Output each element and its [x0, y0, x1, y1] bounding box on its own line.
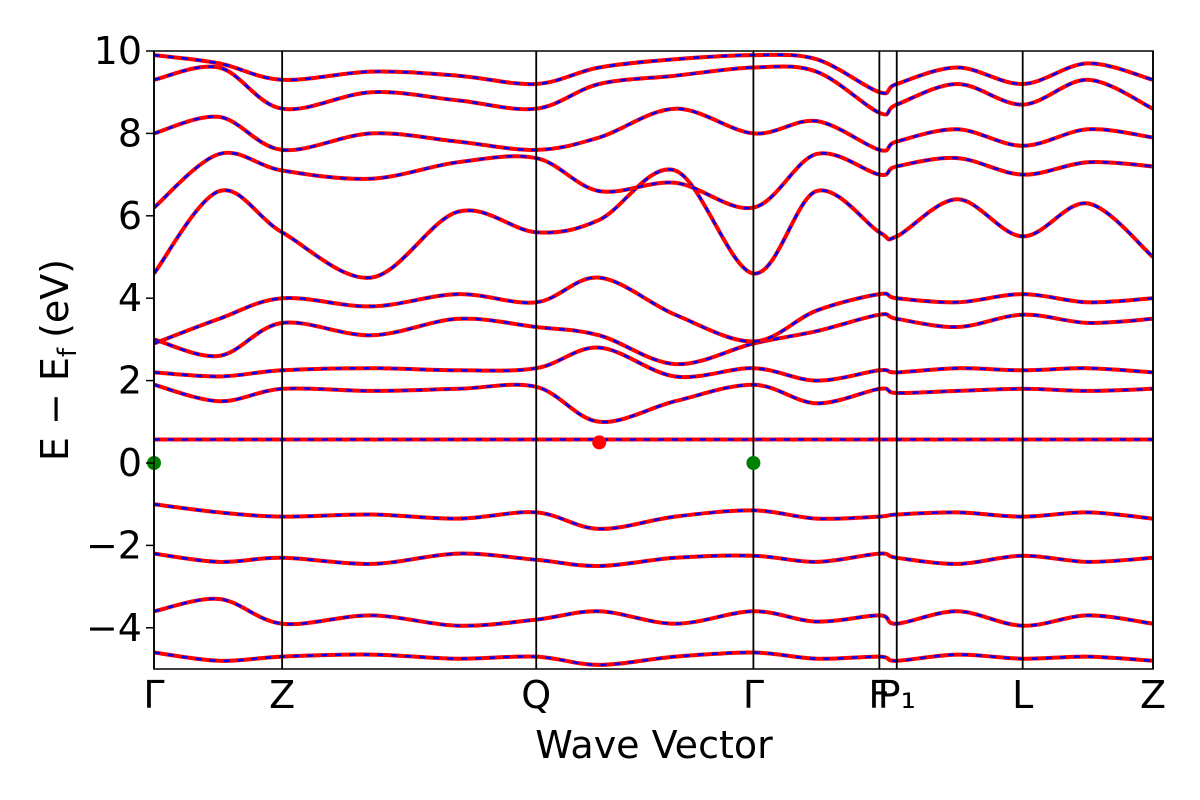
band-lines [154, 52, 1153, 667]
band-up-4 [154, 382, 1153, 424]
band-down-12 [154, 53, 1153, 95]
band-down-6 [154, 312, 1153, 366]
band-up-5 [154, 345, 1153, 383]
y-tick-label-6: 8 [118, 111, 142, 155]
x-tick-label-2: Q [521, 673, 551, 717]
band-down-1 [154, 552, 1153, 568]
y-tick-label-1: −2 [86, 523, 142, 567]
y-axis-ticks: −4 −2 0 2 4 6 8 10 [86, 29, 154, 650]
band-down-7 [154, 276, 1153, 345]
x-tick-label-5: P₁ [878, 673, 916, 717]
y-axis-label-unit: (eV) [33, 259, 77, 338]
band-up-9 [154, 150, 1153, 211]
x-tick-label-3: Γ [743, 673, 764, 717]
band-down-5 [154, 346, 1153, 382]
y-tick-label-2: 0 [118, 441, 142, 485]
y-axis-label-main: E − E [33, 357, 77, 461]
y-tick-label-5: 6 [118, 194, 142, 238]
y-axis-label: E − Ef (eV) [33, 259, 83, 461]
y-tick-label-0: −4 [86, 606, 142, 650]
extremum-marker-2 [592, 435, 607, 450]
band-up-6 [154, 312, 1153, 367]
x-tick-label-1: Z [269, 673, 295, 717]
x-tick-label-7: Z [1140, 673, 1166, 717]
band-up-1 [154, 551, 1153, 569]
band-up-3 [154, 650, 1153, 667]
plot-frame [153, 50, 1154, 670]
band-down-8 [154, 168, 1153, 279]
x-tick-label-4: F [868, 673, 890, 717]
y-tick-label-7: 10 [94, 29, 142, 73]
band-up-7 [154, 275, 1153, 346]
band-down-2 [154, 597, 1153, 628]
band-up-11 [154, 64, 1153, 117]
band-down-0 [154, 502, 1153, 531]
extremum-marker-1 [746, 456, 761, 470]
x-axis-ticks: Γ Z Q Γ FP₁ L Z [143, 673, 1166, 717]
band-down-10 [154, 107, 1153, 152]
band-down-9 [154, 151, 1153, 210]
x-tick-label-6: L [1012, 673, 1033, 717]
y-tick-label-4: 4 [118, 276, 142, 320]
band-down-4 [154, 383, 1153, 424]
y-tick-label-3: 2 [118, 359, 142, 403]
band-down-3 [154, 651, 1153, 667]
y-axis-label-sub: f [53, 347, 83, 357]
x-tick-label-0: Γ [143, 673, 164, 717]
x-axis-label: Wave Vector [535, 723, 773, 767]
band-up-10 [154, 106, 1153, 153]
